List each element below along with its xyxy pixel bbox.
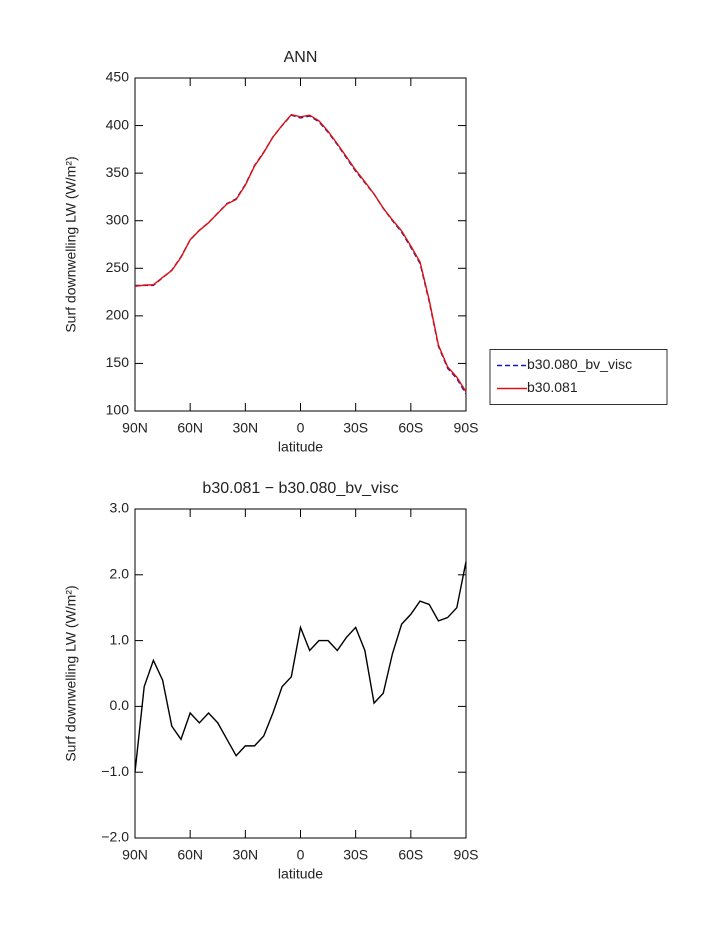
x-tick-label: 90N: [122, 420, 148, 436]
x-tick-label: 90S: [454, 847, 479, 863]
series-line: [134, 113, 467, 393]
series-line: [134, 561, 467, 773]
x-tick-label: 30S: [343, 420, 368, 436]
y-tick-label: 100: [106, 402, 130, 418]
y-tick-label: 200: [106, 307, 130, 323]
chart-title: b30.081 − b30.080_bv_visc: [202, 480, 398, 497]
x-axis-label: latitude: [278, 439, 323, 455]
chart-title: ANN: [284, 49, 318, 66]
x-tick-label: 0: [297, 420, 305, 436]
y-axis-label: Surf downwelling LW (W/m²): [63, 156, 79, 332]
x-tick-label: 60S: [398, 420, 423, 436]
x-tick-label: 60N: [177, 847, 203, 863]
legend-box: [489, 349, 668, 405]
plot-frame: [134, 77, 467, 412]
x-tick-label: 60S: [398, 847, 423, 863]
plot-frame: [134, 508, 467, 839]
y-tick-label: 3.0: [110, 500, 130, 516]
legend-label: b30.080_bv_visc: [527, 356, 632, 372]
y-tick-label: 0.0: [110, 697, 130, 713]
legend-label: b30.081: [527, 379, 578, 395]
x-tick-label: 30S: [343, 847, 368, 863]
y-tick-label: 2.0: [110, 566, 130, 582]
y-tick-label: 300: [106, 211, 130, 227]
y-tick-label: −1.0: [101, 763, 129, 779]
y-tick-label: 350: [106, 164, 130, 180]
y-tick-label: 150: [106, 354, 130, 370]
y-axis-label: Surf downwelling LW (W/m²): [63, 585, 79, 761]
y-tick-label: 250: [106, 259, 130, 275]
x-tick-label: 90S: [454, 420, 479, 436]
x-axis-label: latitude: [278, 866, 323, 882]
x-tick-label: 90N: [122, 847, 148, 863]
x-tick-label: 30N: [232, 847, 258, 863]
y-tick-label: 450: [106, 69, 130, 85]
y-tick-label: 400: [106, 116, 130, 132]
y-tick-label: −2.0: [101, 829, 129, 845]
x-tick-label: 30N: [232, 420, 258, 436]
y-tick-label: 1.0: [110, 631, 130, 647]
x-tick-label: 0: [297, 847, 305, 863]
x-tick-label: 60N: [177, 420, 203, 436]
